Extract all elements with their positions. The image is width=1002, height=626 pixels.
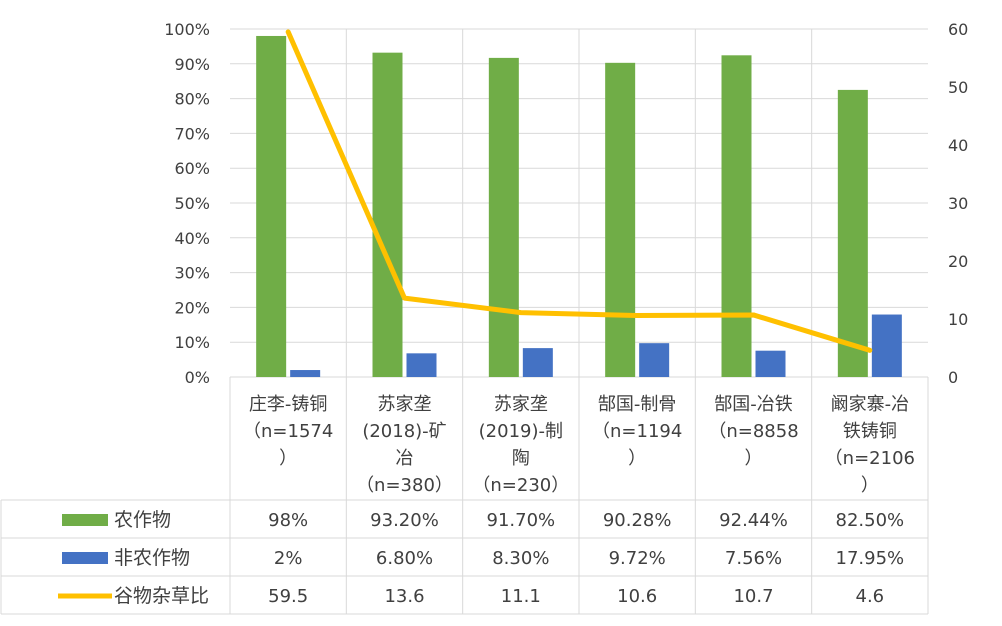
table-cell-value: 8.30% — [492, 548, 549, 569]
table-cell-value: 59.5 — [268, 586, 308, 607]
y-left-tick-label: 90% — [174, 55, 210, 74]
table-cell-value: 98% — [268, 510, 308, 531]
y-right-tick-label: 30 — [948, 194, 968, 213]
legend-series-name: 非农作物 — [114, 547, 190, 569]
y-left-tick-label: 60% — [174, 159, 210, 178]
y-left-tick-label: 10% — [174, 333, 210, 352]
y-right-tick-label: 50 — [948, 78, 968, 97]
table-cell-value: 92.44% — [719, 510, 788, 531]
y-right-tick-label: 60 — [948, 20, 968, 39]
y-right-tick-label: 20 — [948, 252, 968, 271]
bar-crops — [605, 62, 636, 378]
bar-crops — [837, 89, 868, 378]
table-cell-value: 10.6 — [617, 586, 657, 607]
table-cell-value: 13.6 — [384, 586, 424, 607]
y-left-tick-label: 100% — [164, 20, 210, 39]
bar-non-crops — [871, 314, 902, 377]
table-cell-value: 91.70% — [487, 510, 556, 531]
axes-layer: 0% 10% 20% 30% 40% 50% 60% 70% 80% 90% 100% 0 10 20 30… — [164, 20, 968, 496]
bar-crops — [488, 57, 519, 377]
bar-non-crops — [639, 343, 670, 377]
legend-series-name: 谷物杂草比 — [114, 585, 209, 607]
y-left-tick-label: 70% — [174, 124, 210, 143]
table-cell-value: 17.95% — [836, 548, 905, 569]
bar-non-crops — [406, 353, 437, 377]
table-cell-value: 82.50% — [836, 510, 905, 531]
bar-crops — [721, 55, 752, 377]
x-category-label: 郜国-制骨（n=1194） — [592, 394, 682, 469]
table-cell-value: 90.28% — [603, 510, 672, 531]
bar-non-crops — [755, 350, 786, 377]
legend-key-bar — [62, 514, 108, 526]
x-category-label: 苏家垄(2018)-矿冶（n=380） — [356, 394, 453, 496]
y-left-tick-label: 20% — [174, 298, 210, 317]
data-table: 农作物 98% 93.20% 91.70% 90.28% 92.44% 82.50% 非农作物… — [58, 509, 904, 607]
y-left-tick-label: 50% — [174, 194, 210, 213]
table-cell-value: 93.20% — [370, 510, 439, 531]
y-left-tick-label: 0% — [185, 368, 210, 387]
table-cell-value: 4.6 — [856, 586, 885, 607]
x-category-label: 苏家垄(2019)-制陶（n=230） — [472, 394, 569, 496]
legend-series-name: 农作物 — [114, 509, 171, 531]
y-right-tick-label: 0 — [948, 368, 958, 387]
table-cell-value: 7.56% — [725, 548, 782, 569]
table-cell-value: 2% — [274, 548, 303, 569]
table-cell-value: 9.72% — [609, 548, 666, 569]
y-left-tick-label: 40% — [174, 229, 210, 248]
table-cell-value: 11.1 — [501, 586, 541, 607]
table-cell-value: 6.80% — [376, 548, 433, 569]
bar-crops — [256, 35, 287, 378]
line-layer — [285, 29, 873, 353]
x-category-label: 郜国-冶铁（n=8858） — [708, 394, 798, 469]
y-left-tick-label: 30% — [174, 264, 210, 283]
table-cell-value: 10.7 — [733, 586, 773, 607]
y-right-tick-label: 10 — [948, 310, 968, 329]
bar-non-crops — [290, 370, 321, 377]
y-left-tick-label: 80% — [174, 90, 210, 109]
bars-layer — [256, 35, 902, 378]
x-category-label: 庄李-铸铜（n=1574） — [243, 394, 333, 469]
y-right-tick-label: 40 — [948, 136, 968, 155]
bar-non-crops — [522, 348, 553, 377]
legend-key-bar — [62, 552, 108, 564]
line-grain-weed-ratio — [285, 29, 873, 353]
bar-crops — [372, 52, 403, 377]
x-category-label: 阚家寨-冶铁铸铜（n=2106） — [825, 394, 915, 496]
